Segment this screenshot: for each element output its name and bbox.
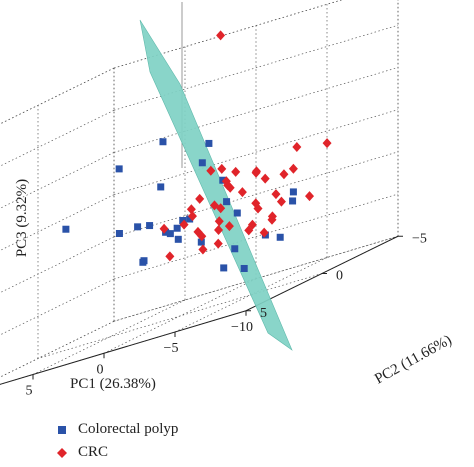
polyp-point	[62, 225, 70, 233]
side-wall-grid-line	[0, 67, 115, 125]
polyp-point	[205, 139, 213, 147]
crc-point	[322, 138, 332, 149]
crc-point	[244, 225, 254, 236]
floor-grid-line	[37, 273, 323, 359]
legend-label-polyp: Colorectal polyp	[78, 421, 179, 437]
crc-point	[197, 231, 207, 242]
side-wall-grid-line	[0, 152, 115, 209]
crc-point	[251, 166, 261, 177]
polyp-point	[166, 230, 174, 238]
top-edge-line	[0, 67, 115, 125]
polyp-point	[162, 228, 170, 236]
crc-point	[231, 166, 241, 177]
y-tick-label: −5	[412, 231, 427, 246]
separating-plane-surface	[139, 19, 293, 351]
side-wall-grid-line	[0, 236, 115, 294]
crc-point	[179, 219, 189, 230]
x-tick-label: −10	[231, 320, 253, 335]
crc-point	[195, 193, 205, 204]
back-wall-grid-line	[113, 151, 399, 238]
polyp-point	[139, 258, 147, 266]
polyp-point	[233, 209, 241, 217]
crc-point	[187, 211, 197, 222]
separating-plane	[139, 2, 293, 351]
crc-point	[186, 204, 196, 215]
crc-point	[253, 203, 263, 214]
polyp-point	[173, 224, 181, 232]
crc-point	[214, 225, 224, 236]
polyp-point	[197, 238, 205, 246]
x-axis-label: PC1 (26.38%)	[70, 376, 156, 392]
crc-point	[165, 251, 175, 262]
crc-point	[206, 165, 216, 176]
crc-point	[213, 238, 223, 249]
polyp-point	[115, 230, 123, 238]
crc-point	[259, 227, 269, 238]
polyp-point	[220, 264, 228, 272]
polyp-point	[276, 233, 284, 241]
crc-point	[288, 163, 298, 174]
legend-item-polyp: Colorectal polyp	[56, 418, 178, 441]
legend: Colorectal polyp CRC	[56, 418, 178, 464]
side-wall-grid-line	[0, 194, 115, 251]
polyp-point	[289, 197, 297, 205]
x-tick-label: 5	[26, 384, 33, 399]
crc-point	[260, 173, 270, 184]
diamond-marker-icon	[57, 447, 67, 458]
crc-point	[214, 216, 224, 227]
crc-point	[159, 223, 169, 234]
polyp-point	[223, 198, 231, 206]
polyp-point	[240, 264, 248, 272]
y-tick-label: 5	[260, 306, 267, 321]
crc-point	[217, 163, 227, 174]
polyp-point	[186, 215, 194, 223]
crc-point	[279, 169, 289, 180]
x-tick-label: −5	[164, 341, 179, 356]
polyp-point	[174, 235, 182, 243]
polyp-point	[134, 223, 142, 231]
x-tick-label: 0	[97, 362, 104, 377]
polyp-point	[179, 217, 187, 225]
axes	[0, 235, 403, 385]
square-marker-icon	[58, 425, 66, 434]
crc-point	[237, 187, 247, 198]
y-tick-label: 0	[336, 269, 343, 284]
polyp-point	[289, 188, 297, 196]
polyp-point	[198, 159, 206, 167]
crc-point	[292, 141, 302, 152]
crc-point	[271, 189, 281, 200]
legend-item-crc: CRC	[56, 441, 178, 464]
crc-point	[209, 200, 219, 211]
polyp-point	[159, 138, 167, 146]
crc-point	[216, 30, 226, 41]
crc-point	[276, 196, 286, 207]
crc-point	[305, 191, 315, 202]
crc-point	[251, 198, 261, 209]
polyp-point	[146, 222, 154, 230]
crc-point	[267, 214, 277, 225]
data-points	[62, 30, 332, 272]
legend-label-crc: CRC	[78, 444, 109, 460]
side-wall-grid-line	[0, 278, 115, 336]
z-axis-label: PC3 (9.32%)	[14, 179, 30, 257]
side-wall-grid-line	[0, 109, 115, 167]
polyp-point	[231, 245, 239, 253]
back-wall-grid-line	[113, 193, 399, 280]
tick-labels: 86420−2−41050−5−10−505	[26, 231, 427, 399]
crc-point	[223, 180, 233, 191]
y-axis-label: PC2 (11.66%)	[372, 332, 454, 387]
floor-grid-line	[32, 299, 186, 375]
crc-point	[224, 221, 234, 232]
side-wall-grid-line	[0, 320, 115, 378]
crc-point	[198, 244, 208, 255]
polyp-point	[157, 183, 165, 191]
back-wall-grid-line	[113, 109, 399, 195]
polyp-point	[115, 165, 123, 173]
